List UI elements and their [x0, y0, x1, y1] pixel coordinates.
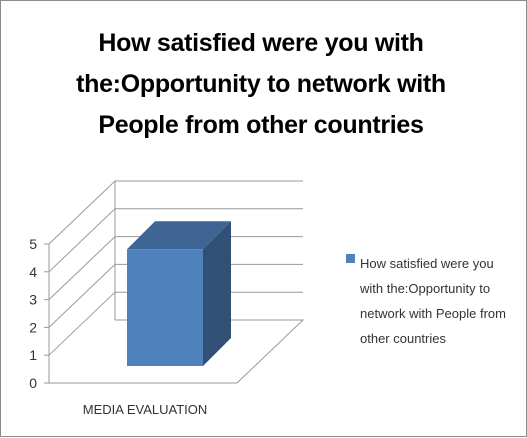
bar-top-face [127, 221, 231, 250]
legend-swatch [346, 254, 355, 263]
y-axis-tick-label: 3 [29, 292, 37, 308]
chart-title-line-1: How satisfied were you with [98, 29, 424, 57]
y-axis-tick-label: 5 [29, 236, 37, 252]
chart-title: How satisfied were you with the:Opportun… [41, 23, 481, 146]
gridline [48, 263, 303, 328]
legend-label-line-1: How satisfied were you [360, 256, 494, 271]
y-axis-tick-label: 1 [29, 347, 37, 363]
bars [127, 221, 231, 366]
y-axis-tick-label: 2 [29, 319, 37, 335]
bar-front-face [127, 249, 203, 366]
x-axis-tick-labels: MEDIA EVALUATION [83, 402, 208, 417]
legend-label-line-4: other countries [360, 331, 446, 346]
legend-label-line-3: network with People from [360, 306, 506, 321]
gridline [48, 236, 303, 300]
chart-title-line-2: the:Opportunity to network with [76, 70, 446, 98]
chart-title-line-3: People from other countries [98, 111, 424, 139]
gridline [48, 291, 303, 356]
y-axis-tick-label: 0 [29, 375, 37, 391]
gridline [48, 208, 303, 273]
y-axis-tick-label: 4 [29, 264, 37, 280]
gridline [48, 180, 303, 245]
legend-label-line-2: with the:Opportunity to [360, 281, 491, 296]
legend-label: How satisfied were you with the:Opportun… [360, 251, 526, 351]
gridlines [44, 180, 303, 384]
x-axis-tick-label: MEDIA EVALUATION [83, 402, 208, 417]
y-axis-tick-labels: 0 1 2 3 4 5 [29, 236, 37, 391]
bar-side-face [203, 221, 231, 366]
